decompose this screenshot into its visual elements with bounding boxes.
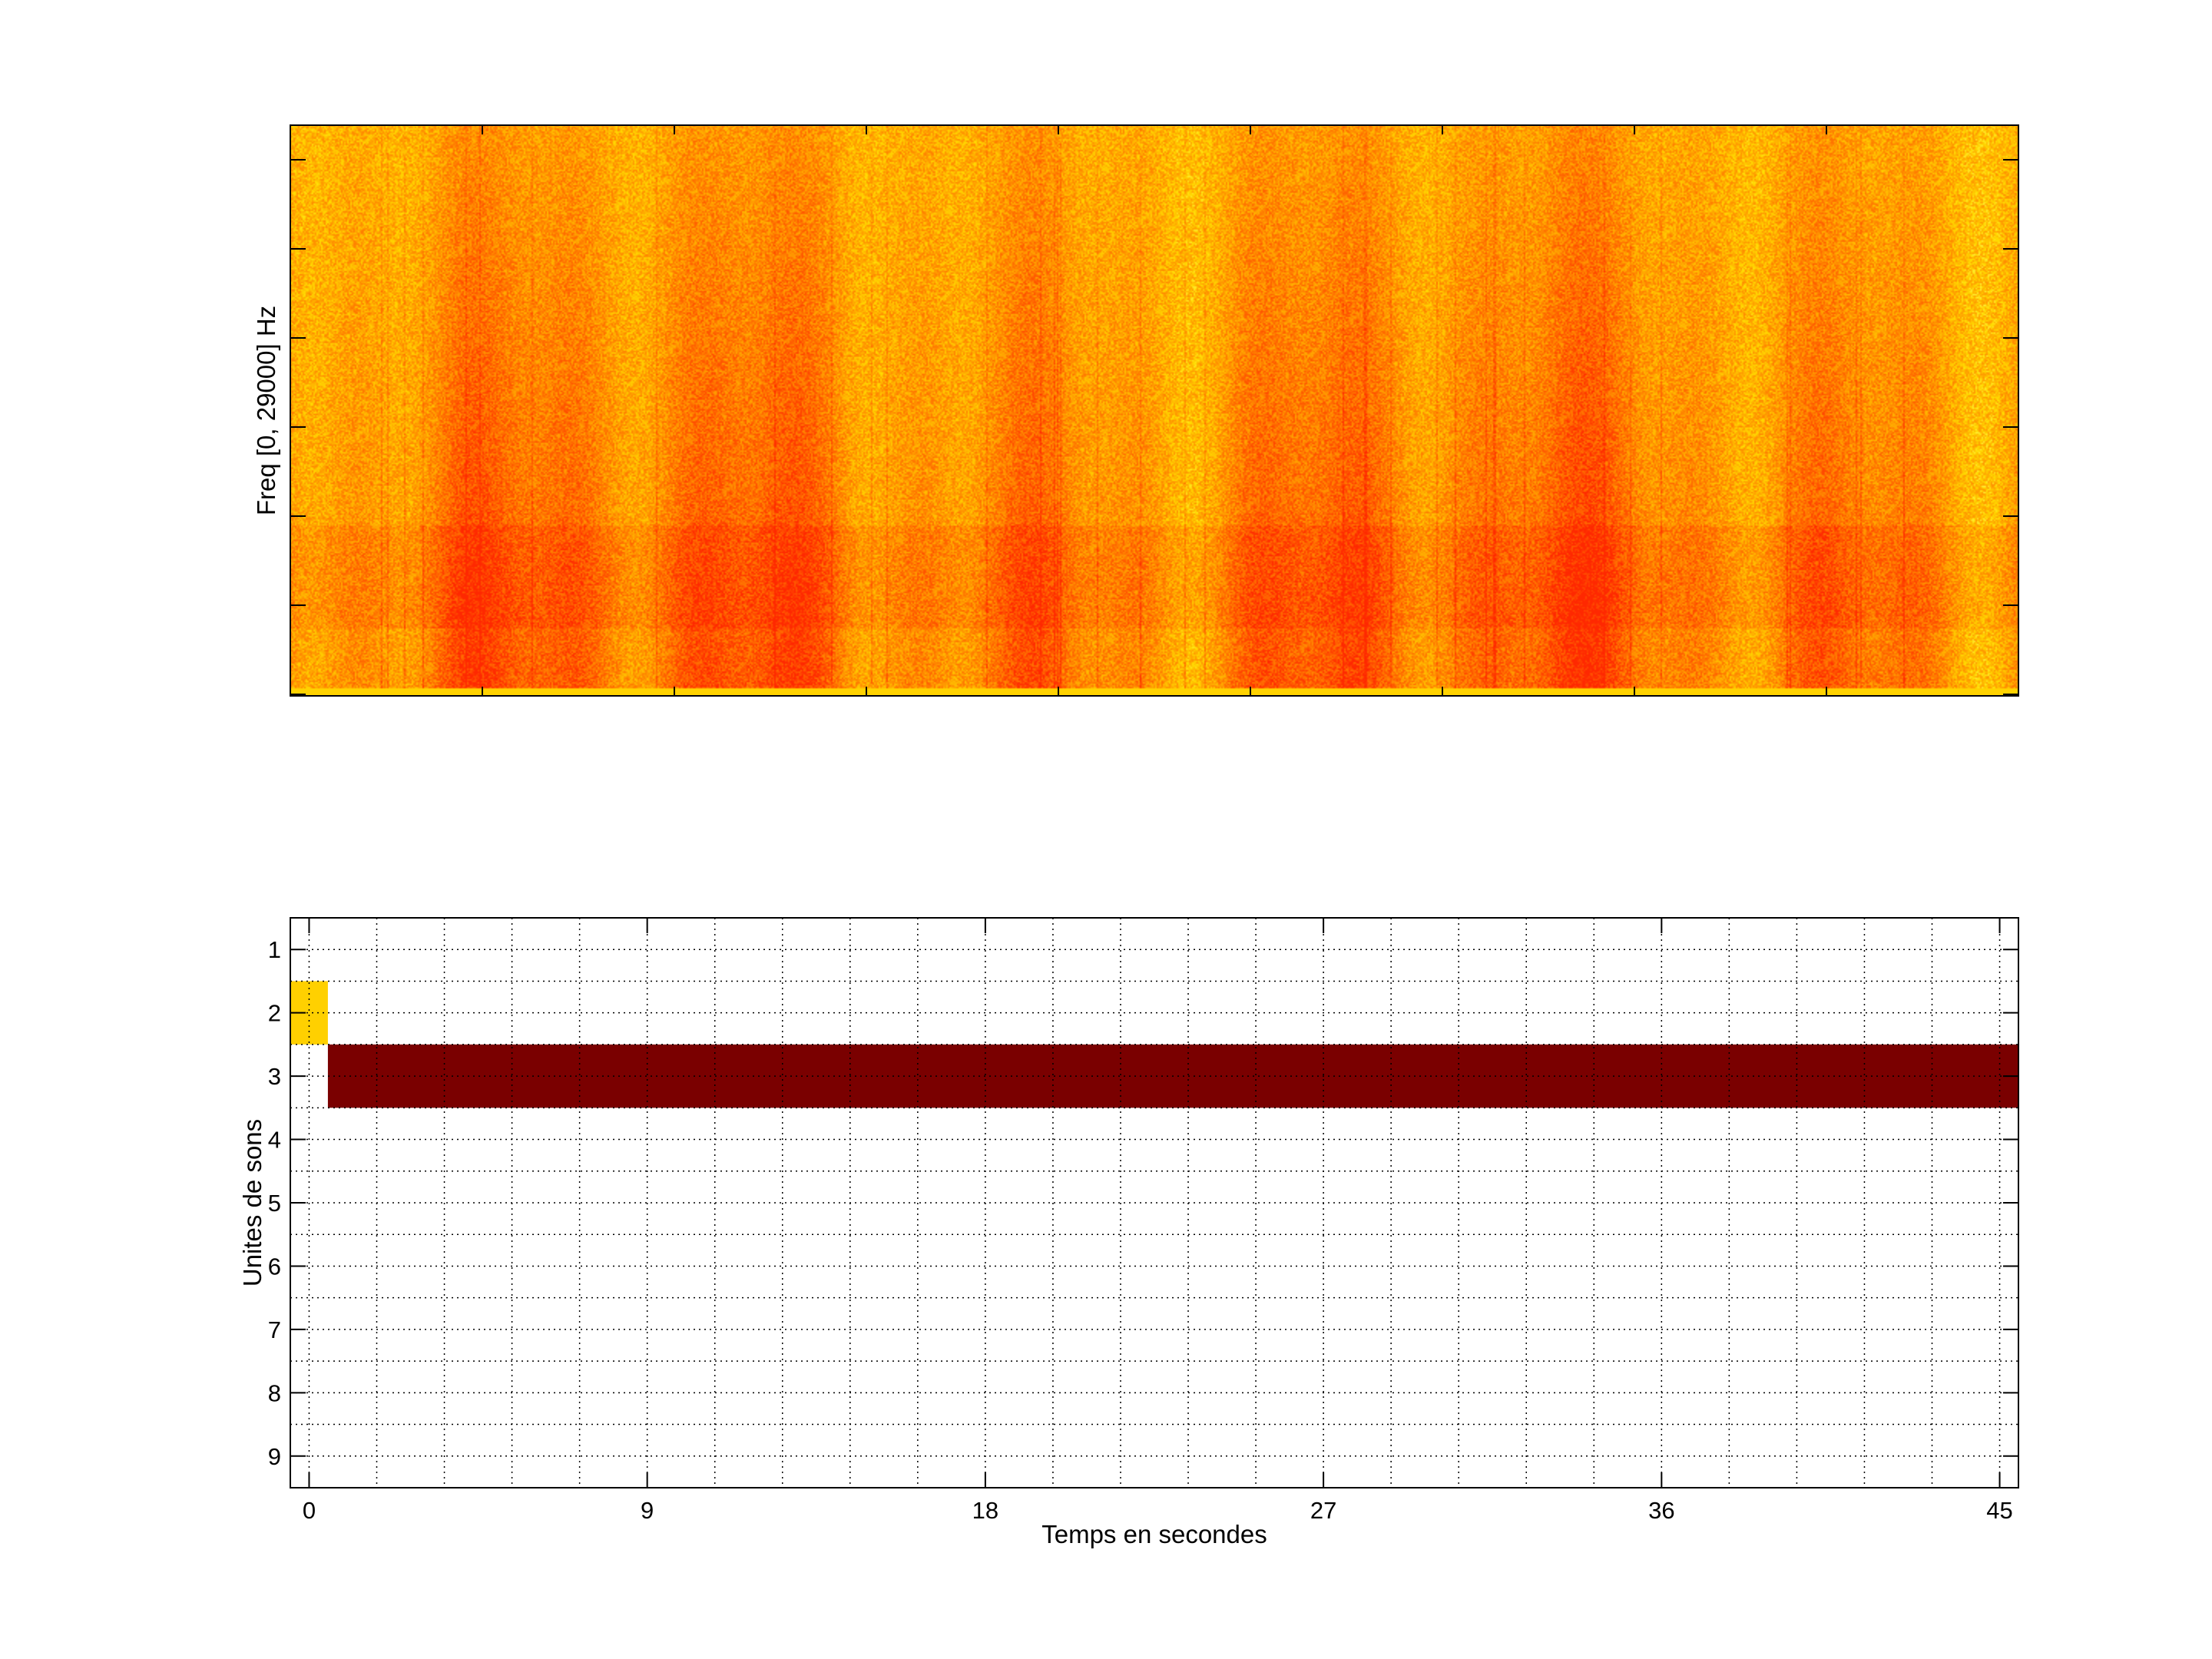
y-tick-label: 5 xyxy=(268,1190,281,1217)
y-tick-label: 7 xyxy=(268,1316,281,1343)
y-tick-label: 9 xyxy=(268,1443,281,1470)
y-axis-label: Unites de sons xyxy=(238,1119,267,1286)
y-tick-label: 2 xyxy=(268,1000,281,1027)
x-tick-label: 45 xyxy=(1986,1497,2012,1524)
x-tick-label: 0 xyxy=(303,1497,316,1524)
y-tick-label: 6 xyxy=(268,1253,281,1280)
x-tick-label: 27 xyxy=(1310,1497,1336,1524)
y-tick-label: 8 xyxy=(268,1379,281,1406)
spectrogram-image xyxy=(290,125,2018,696)
spectrogram-ylabel: Freq [0, 29000] Hz xyxy=(252,306,280,515)
y-tick-label: 3 xyxy=(268,1063,281,1090)
x-tick-label: 18 xyxy=(972,1497,998,1524)
x-axis-label: Temps en secondes xyxy=(1041,1520,1267,1548)
x-tick-label: 36 xyxy=(1648,1497,1674,1524)
x-tick-label: 9 xyxy=(641,1497,654,1524)
y-tick-label: 1 xyxy=(268,936,281,963)
y-tick-label: 4 xyxy=(268,1127,281,1154)
spectrogram-axes-frame xyxy=(290,124,2019,697)
